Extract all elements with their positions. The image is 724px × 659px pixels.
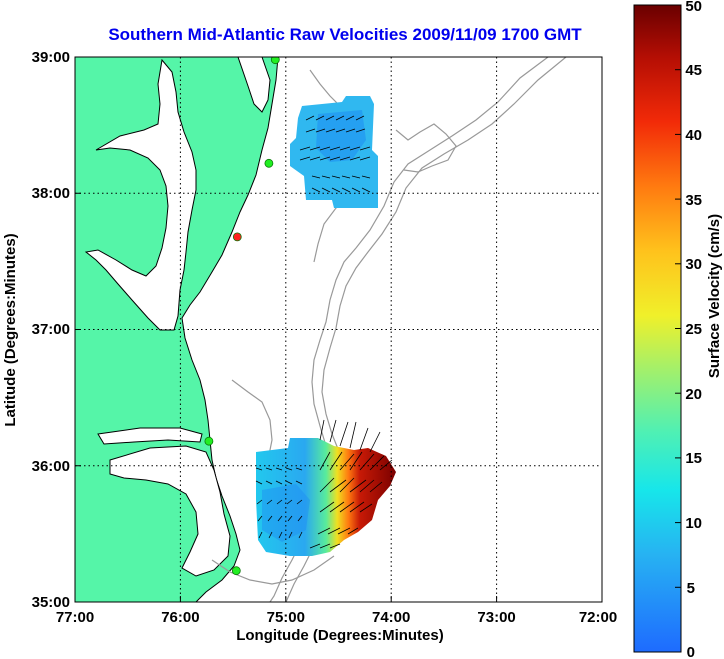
colorbar-tick-label: 40 bbox=[685, 127, 702, 144]
y-tick-label: 38:00 bbox=[32, 185, 70, 202]
station-4-marker bbox=[204, 436, 214, 446]
chesapeake-bay bbox=[84, 58, 197, 331]
colorbar-tick-label: 25 bbox=[685, 321, 702, 338]
colorbar-tick-label: 10 bbox=[685, 515, 702, 532]
x-tick-label: 74:00 bbox=[372, 609, 410, 626]
station-2-marker bbox=[264, 158, 274, 168]
colorbar-gradient bbox=[633, 4, 682, 653]
y-tick-label: 35:00 bbox=[32, 594, 70, 611]
albemarle-sound bbox=[97, 427, 203, 445]
x-tick-label: 75:00 bbox=[267, 609, 305, 626]
colorbar-tick-label: 50 bbox=[685, 0, 702, 15]
colorbar-tick-label: 5 bbox=[687, 580, 695, 597]
colorbar-tick-label: 45 bbox=[685, 62, 702, 79]
axis-ticks bbox=[74, 56, 603, 603]
velocity-vectors-north bbox=[299, 115, 371, 193]
y-tick-label: 36:00 bbox=[32, 458, 70, 475]
x-tick-label: 72:00 bbox=[579, 609, 617, 626]
x-tick-label: 76:00 bbox=[161, 609, 199, 626]
x-tick-label: 73:00 bbox=[477, 609, 515, 626]
pamlico-sound bbox=[109, 445, 231, 577]
colorbar-tick-label: 20 bbox=[685, 386, 702, 403]
colorbar: 50 45 40 35 30 25 20 15 10 5 0 Surface V… bbox=[633, 0, 723, 659]
colorbar-tick-labels: 50 45 40 35 30 25 20 15 10 5 0 bbox=[685, 0, 702, 659]
colorbar-tick-label: 35 bbox=[685, 192, 702, 209]
station-5-marker bbox=[231, 566, 241, 576]
colorbar-tick-label: 30 bbox=[685, 256, 702, 273]
x-tick-label: 77:00 bbox=[56, 609, 94, 626]
station-3-marker bbox=[232, 232, 242, 242]
station-1-marker bbox=[270, 57, 280, 65]
colorbar-ticks bbox=[675, 4, 681, 653]
colorbar-tick-label: 15 bbox=[685, 450, 702, 467]
grid bbox=[75, 57, 602, 602]
y-tick-label: 39:00 bbox=[32, 49, 70, 66]
y-axis-label: Latitude (Degrees:Minutes) bbox=[2, 233, 19, 426]
velocity-vectors-south bbox=[255, 419, 393, 549]
colorbar-label: Surface Velocity (cm/s) bbox=[706, 214, 723, 378]
hf-radar-stations bbox=[204, 57, 280, 576]
plot-area bbox=[75, 57, 602, 602]
y-tick-label: 37:00 bbox=[32, 321, 70, 338]
velocity-patch-south bbox=[256, 438, 396, 556]
chart-title: Southern Mid-Atlantic Raw Velocities 200… bbox=[108, 25, 582, 44]
x-tick-labels: 77:00 76:00 75:00 74:00 73:00 72:00 bbox=[56, 609, 617, 626]
delaware-bay bbox=[237, 57, 271, 113]
colorbar-tick-label: 0 bbox=[687, 644, 695, 659]
x-axis-label: Longitude (Degrees:Minutes) bbox=[236, 627, 444, 644]
y-tick-labels: 39:00 38:00 37:00 36:00 35:00 bbox=[32, 49, 70, 611]
